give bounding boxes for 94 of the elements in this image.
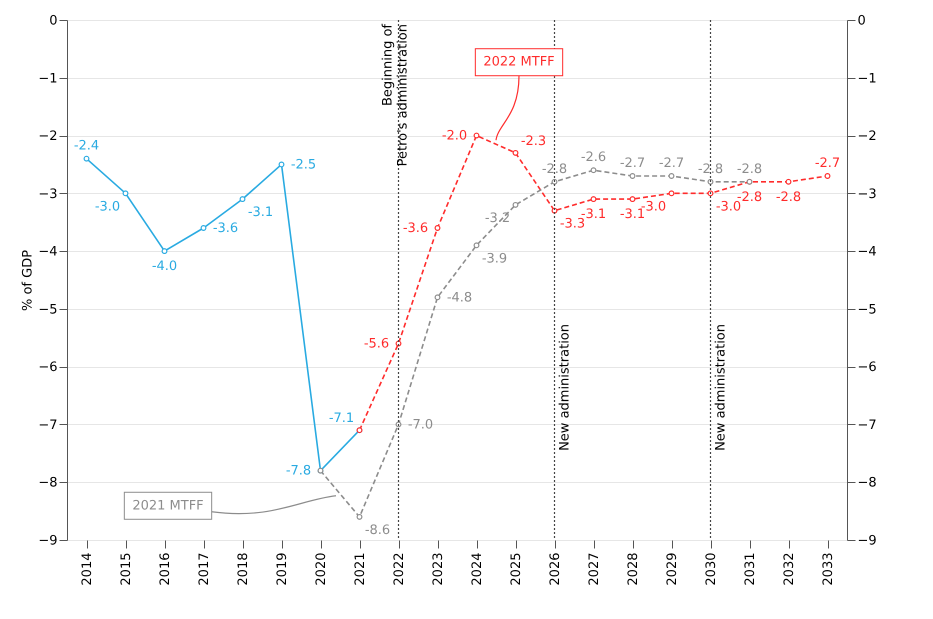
ref-line-label: New administration	[714, 324, 728, 451]
point	[668, 173, 674, 179]
y-tick-label: −9	[38, 534, 58, 548]
data-label: -2.3	[520, 134, 546, 149]
x-tick-label: 2026	[548, 552, 563, 586]
data-label: -7.8	[286, 464, 312, 479]
x-tick-label: 2022	[392, 552, 407, 586]
x-tick-label: 2032	[782, 552, 797, 586]
data-label: -7.1	[328, 411, 354, 426]
point	[162, 248, 168, 254]
data-label: -2.8	[698, 162, 724, 177]
point	[240, 196, 246, 202]
x-tick-label: 2030	[704, 552, 719, 586]
y-tick-label: −5	[38, 302, 58, 318]
point	[474, 132, 480, 138]
ref-line-label: Beginning of Petro's administration	[380, 24, 410, 166]
y2-tick-label: −4	[858, 244, 877, 260]
x-tick-label: 2027	[587, 552, 602, 586]
x-tick-label: 2014	[80, 552, 95, 586]
x-tick-label: 2019	[275, 552, 290, 586]
point	[200, 225, 206, 231]
data-label: -5.6	[364, 336, 390, 352]
x-tick-label: 2028	[626, 552, 641, 586]
data-label: -2.7	[814, 156, 840, 171]
x-tick-label: 2018	[236, 552, 251, 586]
data-label: -3.1	[248, 205, 274, 220]
text: 2021 MTFF	[132, 498, 204, 514]
point	[590, 196, 596, 202]
data-label: -3.9	[482, 251, 508, 266]
y-tick-label: −2	[38, 129, 58, 144]
x-tick-label: 2024	[470, 552, 485, 586]
point	[84, 156, 90, 162]
y2-tick-label: −5	[858, 302, 877, 318]
data-label: -3.3	[560, 216, 586, 232]
y2-tick-label: −7	[858, 418, 877, 433]
y-tick-label: −1	[38, 71, 58, 86]
y-tick-label: −6	[38, 360, 58, 376]
x-tick-label: 2020	[314, 552, 329, 586]
point	[278, 162, 284, 168]
point	[122, 190, 128, 196]
y-tick-label: −4	[38, 244, 58, 260]
y2-tick-label: −2	[858, 129, 877, 144]
data-label: -8.6	[364, 522, 390, 538]
y-axis-title: % of GDP	[20, 250, 36, 312]
data-label: -2.8	[542, 162, 568, 177]
y-tick-label: −8	[38, 476, 58, 491]
y2-tick-label: −3	[858, 186, 877, 202]
data-label: -2.8	[776, 190, 802, 205]
data-label: -2.8	[736, 162, 762, 177]
x-tick-label: 2029	[665, 552, 680, 586]
x-tick-label: 2017	[197, 552, 212, 586]
x-tick-label: 2021	[353, 552, 368, 586]
data-label: -2.6	[580, 150, 606, 166]
data-label: -2.7	[620, 156, 646, 171]
ref-line-label: New administration	[558, 324, 572, 451]
x-tick-label: 2016	[158, 552, 173, 586]
data-label: -4.0	[152, 259, 178, 274]
data-label: -3.6	[402, 221, 428, 236]
data-label: -3.0	[94, 199, 120, 214]
data-label: -4.8	[446, 290, 472, 306]
point	[630, 196, 636, 202]
y-tick-label: −3	[38, 186, 58, 202]
x-tick-label: 2031	[743, 552, 758, 586]
text: 2022 MTFF	[483, 54, 555, 70]
point	[356, 514, 362, 520]
y2-tick-label: −8	[858, 476, 877, 491]
point	[512, 150, 518, 156]
point	[786, 178, 792, 185]
point	[630, 173, 636, 179]
y-tick-label: −7	[38, 418, 58, 433]
data-label: -2.0	[442, 128, 468, 144]
point	[434, 225, 440, 231]
data-label: -2.7	[658, 156, 684, 171]
x-tick-label: 2025	[509, 552, 524, 586]
data-label: -2.5	[290, 157, 316, 172]
data-label: -3.0	[716, 199, 742, 214]
y-tick-label: 0	[49, 14, 58, 28]
point	[512, 202, 518, 208]
x-tick-label: 2023	[431, 552, 446, 586]
x-tick-label: 2015	[119, 552, 134, 586]
point	[824, 173, 830, 179]
y2-tick-label: 0	[858, 14, 866, 28]
y2-tick-label: −9	[858, 534, 877, 548]
data-label: -2.4	[74, 138, 100, 154]
y2-tick-label: −1	[858, 71, 877, 86]
point	[474, 242, 480, 248]
point	[434, 294, 440, 300]
data-label: -7.0	[408, 417, 434, 432]
y2-tick-label: −6	[858, 360, 877, 376]
data-label: -3.6	[212, 221, 238, 236]
x-tick-label: 2033	[821, 552, 836, 586]
point	[668, 190, 674, 196]
data-label: -3.2	[484, 210, 510, 226]
point	[590, 167, 596, 174]
